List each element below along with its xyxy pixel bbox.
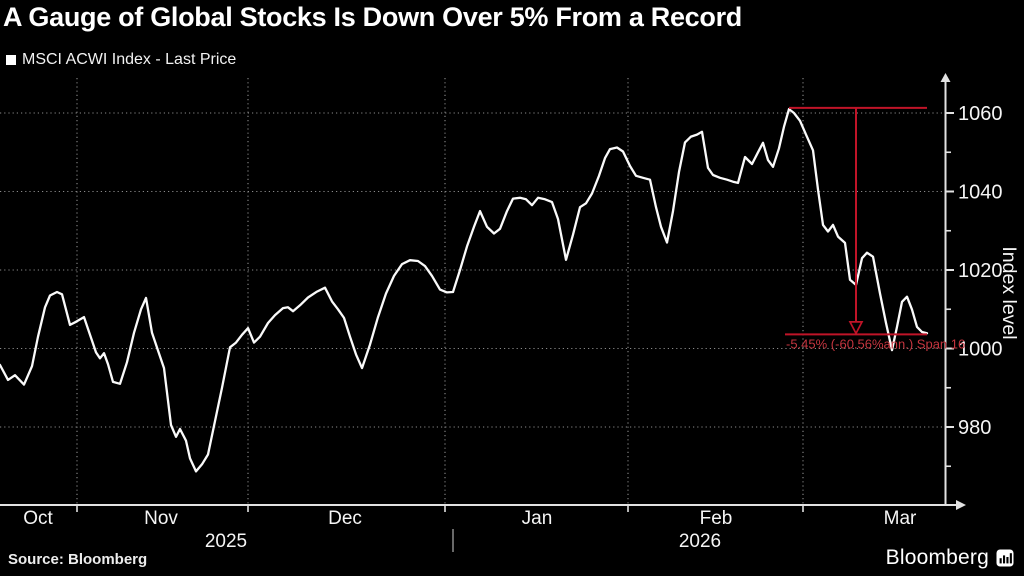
bloomberg-wordmark: Bloomberg — [885, 546, 989, 569]
y-tick-label: 1040 — [958, 182, 1003, 204]
legend: MSCI ACWI Index - Last Price — [6, 51, 236, 69]
x-axis-month-label: Jan — [522, 508, 553, 529]
y-tick-label: 980 — [958, 417, 991, 439]
bloomberg-terminal-icon — [996, 549, 1014, 567]
y-tick-label: 1060 — [958, 103, 1003, 125]
x-axis-arrow — [956, 500, 966, 510]
x-axis-year-label: 2025 — [205, 531, 247, 552]
bloomberg-logo: Bloomberg — [886, 546, 1014, 570]
legend-label: MSCI ACWI Index - Last Price — [22, 51, 237, 68]
x-axis-month-label: Nov — [144, 508, 178, 529]
x-axis-year-label: 2026 — [679, 531, 721, 552]
x-axis-month-label: Feb — [700, 508, 733, 529]
chart-title: A Gauge of Global Stocks Is Down Over 5%… — [3, 2, 742, 32]
x-axis-month-label: Mar — [884, 508, 917, 529]
price-line — [0, 107, 929, 473]
y-tick-label: 1000 — [958, 339, 1003, 361]
legend-swatch — [6, 55, 16, 65]
x-axis-month-label: Dec — [328, 508, 362, 529]
y-axis-title: Index level — [998, 246, 1020, 339]
annotation-arrowhead — [848, 321, 864, 336]
x-axis-month-label: Oct — [23, 508, 53, 529]
source-credit: Source: Bloomberg — [8, 551, 148, 568]
annotation-decline-label: -5.45% (-60.56%ann.) Span 16 — [786, 336, 965, 351]
y-axis-arrow — [940, 73, 951, 82]
y-tick-label: 1020 — [958, 260, 1003, 282]
